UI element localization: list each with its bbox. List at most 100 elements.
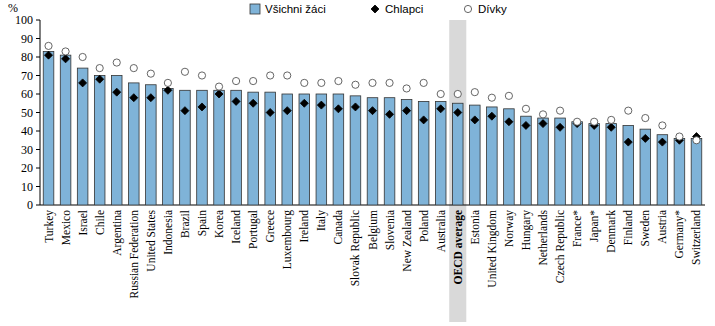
marker-circle bbox=[693, 137, 700, 144]
marker-circle bbox=[79, 53, 86, 60]
marker-diamond bbox=[79, 79, 87, 87]
marker-circle bbox=[164, 79, 171, 86]
marker-circle bbox=[539, 111, 546, 118]
x-tick-label: New Zealand bbox=[401, 210, 413, 272]
marker-diamond bbox=[420, 116, 428, 124]
marker-diamond bbox=[369, 107, 377, 115]
bar bbox=[163, 88, 174, 205]
marker-circle bbox=[335, 77, 342, 84]
bar bbox=[43, 51, 54, 205]
x-tick-label: Ireland bbox=[298, 210, 310, 243]
y-tick bbox=[36, 38, 40, 39]
marker-diamond bbox=[215, 90, 223, 98]
x-tick-label: Switzerland bbox=[690, 210, 702, 265]
marker-diamond bbox=[147, 94, 155, 102]
y-tick bbox=[36, 168, 40, 169]
y-tick-label: 90 bbox=[21, 32, 33, 46]
x-tick-label: Slovenia bbox=[384, 210, 396, 250]
y-tick bbox=[36, 112, 40, 113]
x-tick-label: Argentina bbox=[111, 210, 124, 256]
y-tick-label: 40 bbox=[21, 124, 33, 138]
marker-diamond bbox=[386, 110, 394, 118]
legend-swatch bbox=[464, 5, 471, 12]
bar bbox=[248, 92, 259, 205]
x-tick-label: Estonia bbox=[469, 210, 481, 245]
marker-diamond bbox=[45, 51, 53, 59]
marker-diamond bbox=[437, 105, 445, 113]
marker-circle bbox=[676, 133, 683, 140]
x-tick-label: Italy bbox=[315, 210, 328, 231]
x-tick-label: United States bbox=[145, 209, 157, 271]
marker-diamond bbox=[658, 138, 666, 146]
legend-label: Dívky bbox=[478, 3, 507, 15]
bar bbox=[214, 90, 225, 205]
x-tick-label: Brazil bbox=[179, 210, 191, 238]
marker-circle bbox=[250, 77, 257, 84]
x-tick-label: Greece bbox=[264, 210, 276, 243]
x-tick-label: Denmark bbox=[605, 210, 617, 253]
y-tick-label: 70 bbox=[21, 69, 33, 83]
marker-circle bbox=[181, 68, 188, 75]
plot-marks bbox=[43, 42, 702, 205]
marker-circle bbox=[522, 105, 529, 112]
y-tick bbox=[36, 20, 40, 21]
bar bbox=[384, 98, 395, 205]
marker-diamond bbox=[62, 55, 70, 63]
y-tick-label: 20 bbox=[21, 161, 33, 175]
highlight-band bbox=[449, 20, 466, 322]
bar bbox=[521, 116, 532, 205]
x-tick-label: Slovak Republic bbox=[349, 210, 362, 286]
x-tick-label: Germany* bbox=[673, 210, 686, 259]
marker-circle bbox=[574, 118, 581, 125]
bar bbox=[435, 101, 446, 205]
marker-circle bbox=[198, 72, 205, 79]
x-tick-label: Belgium bbox=[367, 210, 380, 250]
x-tick-label: Finland bbox=[622, 210, 634, 245]
bar bbox=[674, 138, 685, 205]
bar bbox=[197, 90, 208, 205]
marker-circle bbox=[437, 90, 444, 97]
bar bbox=[282, 94, 293, 205]
x-tick-label: Japan* bbox=[588, 210, 601, 242]
bar bbox=[265, 92, 276, 205]
marker-diamond bbox=[624, 138, 632, 146]
marker-circle bbox=[215, 83, 222, 90]
bar bbox=[299, 94, 310, 205]
marker-diamond bbox=[283, 107, 291, 115]
chart: 0102030405060708090100%TurkeyMexicoIsrae… bbox=[0, 0, 715, 326]
bar bbox=[589, 124, 600, 205]
y-tick-label: 10 bbox=[21, 180, 33, 194]
marker-circle bbox=[147, 70, 154, 77]
bar bbox=[60, 55, 71, 205]
marker-diamond bbox=[181, 107, 189, 115]
marker-diamond bbox=[471, 116, 479, 124]
x-tick-label: Poland bbox=[418, 210, 430, 242]
marker-diamond bbox=[113, 88, 121, 96]
bar bbox=[316, 94, 327, 205]
marker-circle bbox=[130, 65, 137, 72]
marker-circle bbox=[591, 118, 598, 125]
marker-diamond bbox=[505, 118, 513, 126]
marker-circle bbox=[471, 89, 478, 96]
x-tick-label: Chile bbox=[94, 210, 106, 235]
x-tick-label: OECD average bbox=[452, 210, 465, 284]
marker-diamond bbox=[198, 103, 206, 111]
bar bbox=[657, 135, 668, 205]
marker-diamond bbox=[607, 123, 615, 131]
x-tick-label: Norway bbox=[503, 210, 516, 247]
legend-label: Všichni žáci bbox=[265, 3, 326, 15]
x-tick-label: United Kingdom bbox=[486, 210, 499, 288]
bar bbox=[350, 96, 361, 205]
bar bbox=[401, 100, 412, 205]
bar bbox=[640, 129, 651, 205]
y-tick bbox=[36, 131, 40, 132]
marker-circle bbox=[505, 92, 512, 99]
marker-diamond bbox=[232, 97, 240, 105]
y-tick-label: 100 bbox=[15, 13, 33, 27]
legend-swatch bbox=[371, 5, 379, 13]
x-tick-label: Hungary bbox=[520, 210, 533, 250]
x-tick-label: Russian Federation bbox=[128, 210, 140, 299]
bar bbox=[555, 118, 566, 205]
x-tick-label: France* bbox=[571, 210, 583, 247]
y-tick bbox=[36, 149, 40, 150]
